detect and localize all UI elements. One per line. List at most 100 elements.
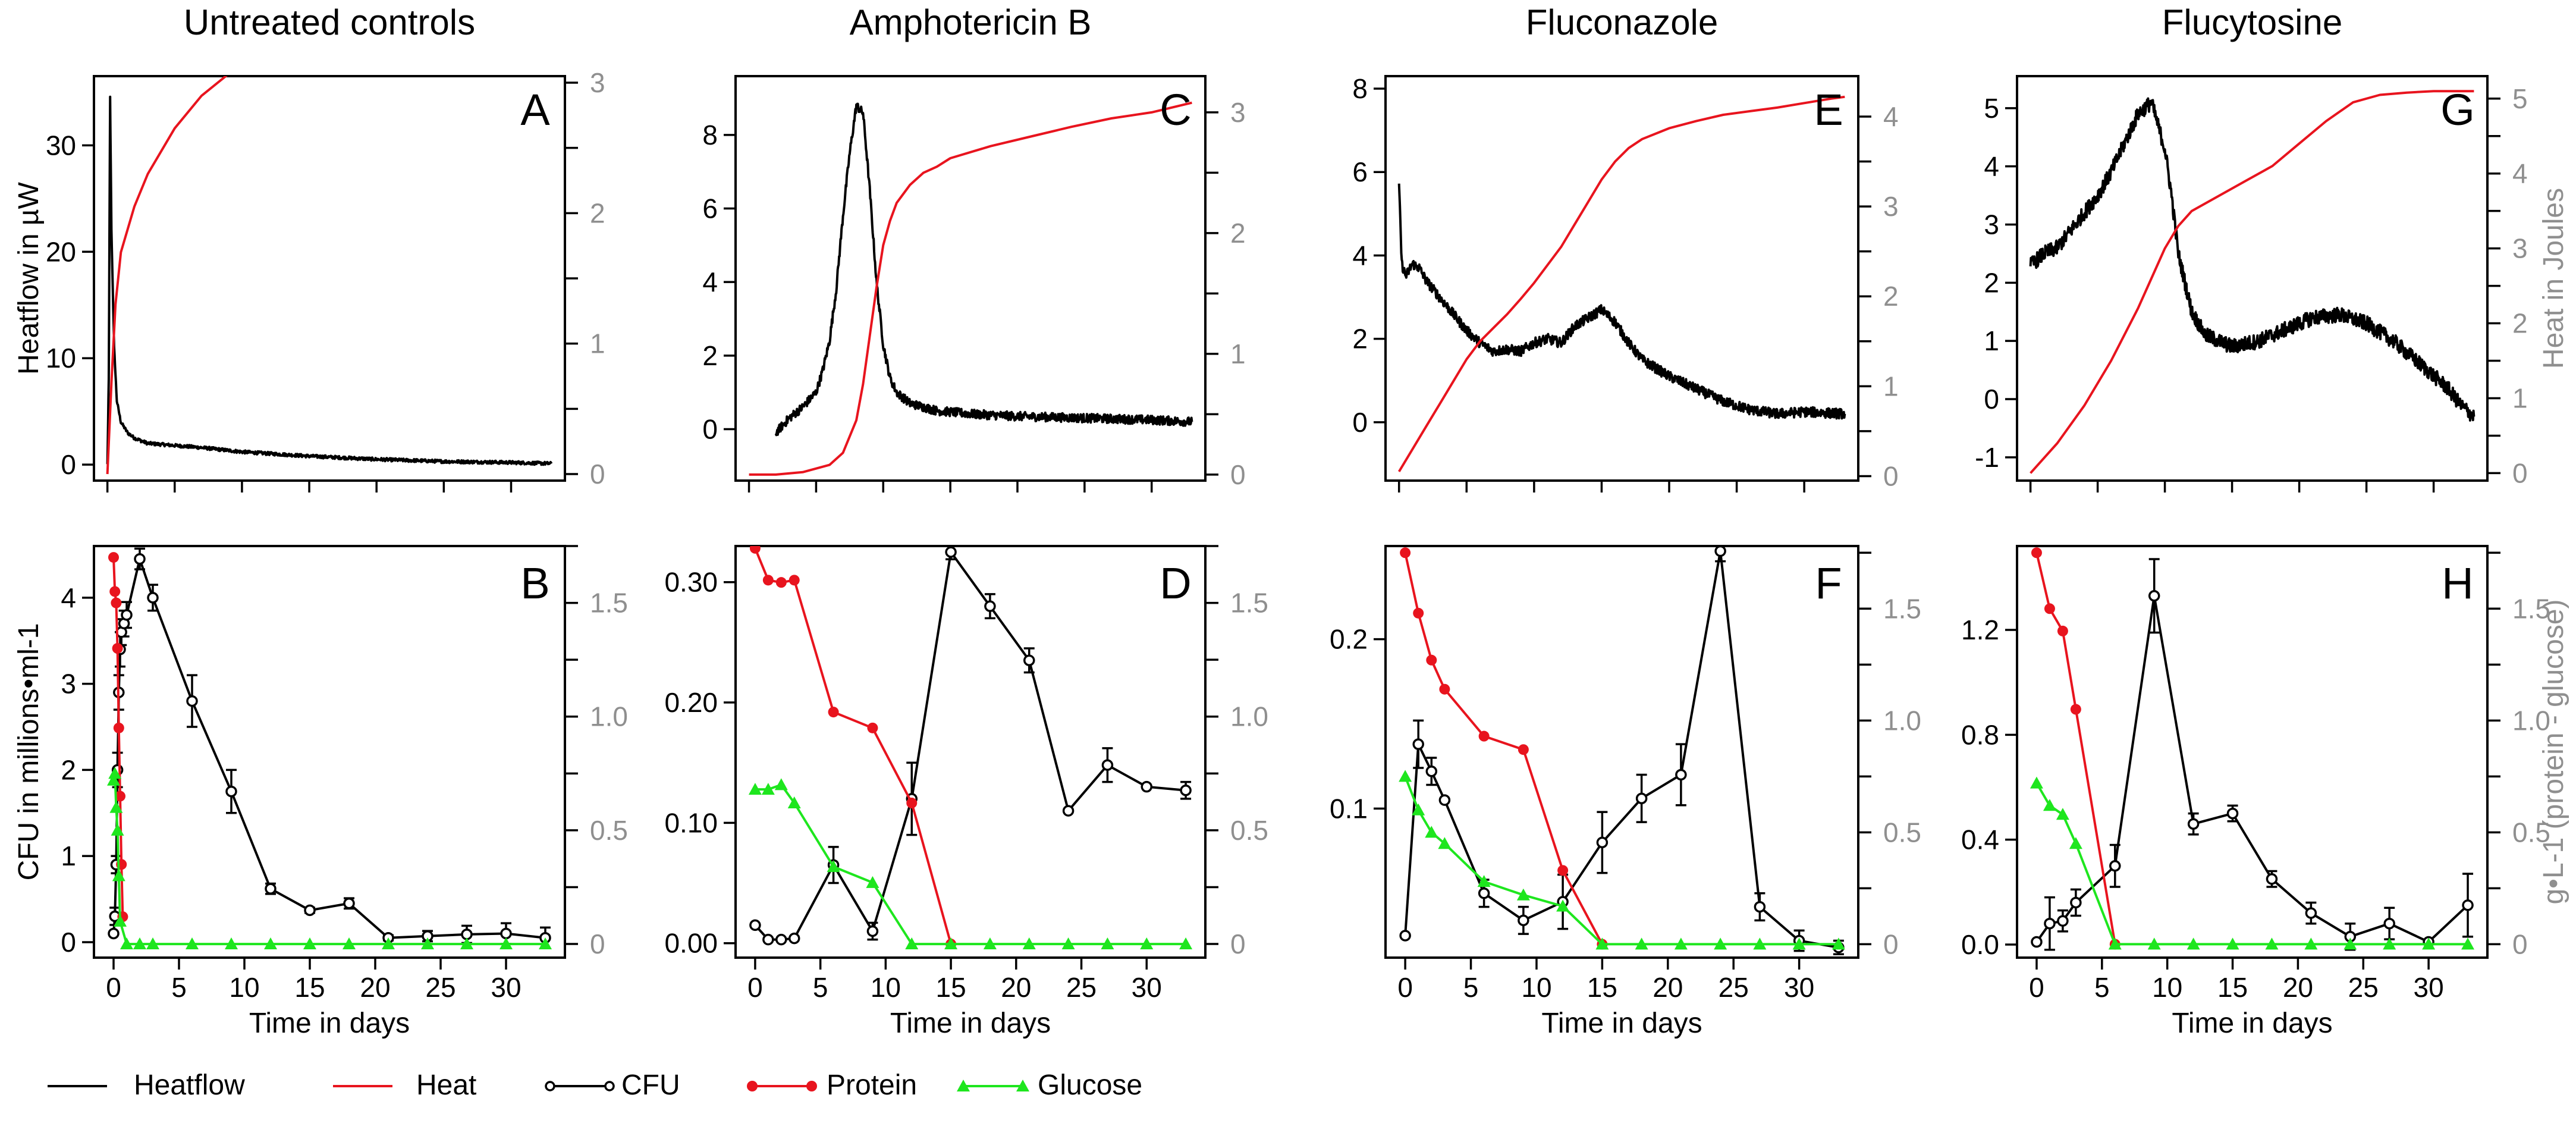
cfu-point bbox=[1596, 836, 1609, 849]
y-right-tick-label: 0.5 bbox=[590, 815, 628, 846]
x-tick-label: 0 bbox=[747, 972, 763, 1003]
x-tick-label: 25 bbox=[425, 972, 455, 1003]
heatflow-line bbox=[2029, 97, 2476, 422]
cfu-point bbox=[265, 883, 277, 895]
cfu-point bbox=[1023, 654, 1035, 666]
protein-point bbox=[788, 575, 800, 586]
protein-point bbox=[109, 586, 121, 597]
cfu-point bbox=[1412, 738, 1424, 750]
protein-point bbox=[1426, 654, 1437, 666]
x-tick-label: 15 bbox=[935, 972, 966, 1003]
y-right-tick-label: 1.0 bbox=[590, 701, 628, 732]
cfu-point bbox=[775, 933, 787, 946]
y-right-tick-label: 0 bbox=[1883, 460, 1899, 491]
y-tick-label: 10 bbox=[46, 343, 76, 374]
glucose-point bbox=[2069, 837, 2082, 849]
panel-letter: A bbox=[520, 85, 550, 134]
glucose-point bbox=[2343, 937, 2357, 950]
x-tick-label: 10 bbox=[1521, 972, 1551, 1003]
glucose-point bbox=[748, 783, 762, 795]
x-tick-label: 25 bbox=[1066, 972, 1097, 1003]
cfu-point bbox=[866, 925, 879, 937]
plot-frame bbox=[1384, 545, 1859, 959]
heatflow-line bbox=[106, 95, 553, 466]
panel-e bbox=[1374, 75, 1871, 493]
glucose-point bbox=[2030, 776, 2043, 789]
y-tick-label: 1 bbox=[61, 840, 76, 871]
cfu-point bbox=[1425, 765, 1438, 777]
y-tick-label: 0.1 bbox=[1330, 793, 1368, 824]
plot-frame bbox=[734, 75, 1207, 482]
y-tick-label: 0 bbox=[702, 413, 718, 444]
glucose-point bbox=[2422, 937, 2436, 950]
glucose-point bbox=[866, 876, 879, 888]
glucose-point bbox=[1674, 937, 1688, 950]
cfu-point bbox=[500, 927, 512, 940]
y-right-tick-label: 2 bbox=[2512, 308, 2528, 339]
y-right-tick-label: 0.5 bbox=[2512, 817, 2550, 848]
glucose-point bbox=[1753, 937, 1767, 950]
x-tick-label: 30 bbox=[1132, 972, 1162, 1003]
panel-letter: F bbox=[1815, 559, 1842, 608]
protein-point bbox=[1557, 865, 1569, 876]
glucose-point bbox=[539, 937, 552, 950]
y-right-tick-label: 2 bbox=[1230, 218, 1246, 249]
cfu-point bbox=[147, 592, 159, 604]
protein-point bbox=[115, 791, 125, 802]
y-tick-label: 0.0 bbox=[1961, 929, 1999, 960]
y-tick-label: 30 bbox=[46, 130, 76, 161]
y-right-tick-label: 0.5 bbox=[1883, 817, 1921, 848]
x-tick-label: 25 bbox=[1719, 972, 1749, 1003]
glucose-point bbox=[225, 937, 238, 950]
cfu-point bbox=[1478, 887, 1490, 899]
x-axis-label: Time in days bbox=[2172, 1008, 2332, 1039]
glucose-point bbox=[1832, 937, 1845, 950]
plot-area bbox=[107, 547, 552, 950]
x-tick-label: 0 bbox=[2029, 972, 2044, 1003]
y-tick-label: 8 bbox=[1352, 73, 1368, 104]
cfu-point bbox=[1062, 805, 1075, 817]
protein-line bbox=[1404, 552, 1604, 945]
y-tick-label: 0 bbox=[61, 449, 76, 480]
glucose-point bbox=[112, 869, 125, 882]
glucose-point bbox=[787, 796, 801, 809]
cfu-point bbox=[2462, 899, 2474, 911]
protein-point bbox=[906, 798, 918, 809]
glucose-point bbox=[1140, 937, 1154, 950]
y-tick-label: 2 bbox=[61, 754, 76, 785]
panel-a bbox=[82, 75, 578, 493]
glucose-point bbox=[1635, 937, 1648, 950]
panel-title: Untreated controls bbox=[184, 2, 475, 42]
heat-line bbox=[1397, 95, 1845, 472]
glucose-point bbox=[2108, 937, 2122, 950]
y-right-tick-label: 1.5 bbox=[2512, 593, 2550, 624]
panel-letter: D bbox=[1160, 559, 1191, 608]
glucose-point bbox=[382, 937, 395, 950]
y-tick-label: 3 bbox=[1984, 209, 1999, 240]
panel-title: Amphotericin B bbox=[850, 2, 1092, 42]
panel-letter: E bbox=[1814, 85, 1843, 134]
y-right-tick-label: 0 bbox=[2512, 928, 2528, 959]
glucose-point bbox=[1714, 937, 1727, 950]
cfu-point bbox=[1754, 901, 1766, 913]
glucose-point bbox=[1179, 937, 1193, 950]
cfu-point bbox=[984, 600, 996, 612]
cfu-point bbox=[1714, 546, 1726, 557]
y-tick-label: 8 bbox=[702, 120, 718, 150]
cfu-point bbox=[2109, 859, 2121, 872]
y-right-axis-label: Heat in Joules bbox=[2538, 188, 2569, 369]
plot-frame bbox=[1384, 75, 1859, 482]
y-right-tick-label: 1 bbox=[590, 328, 605, 359]
panel-title: Flucytosine bbox=[2162, 2, 2342, 42]
plot-area bbox=[106, 76, 553, 475]
y-right-tick-label: 1 bbox=[1230, 338, 1246, 369]
panel-letter: H bbox=[2442, 559, 2473, 608]
heat-line bbox=[106, 76, 228, 475]
x-tick-label: 0 bbox=[1397, 972, 1413, 1003]
heat-line bbox=[749, 101, 1192, 476]
glucose-point bbox=[983, 937, 997, 950]
y-axis-label: Heatflow in µW bbox=[13, 181, 45, 374]
y-tick-label: 0 bbox=[61, 927, 76, 958]
y-tick-label: 0.00 bbox=[664, 928, 718, 959]
